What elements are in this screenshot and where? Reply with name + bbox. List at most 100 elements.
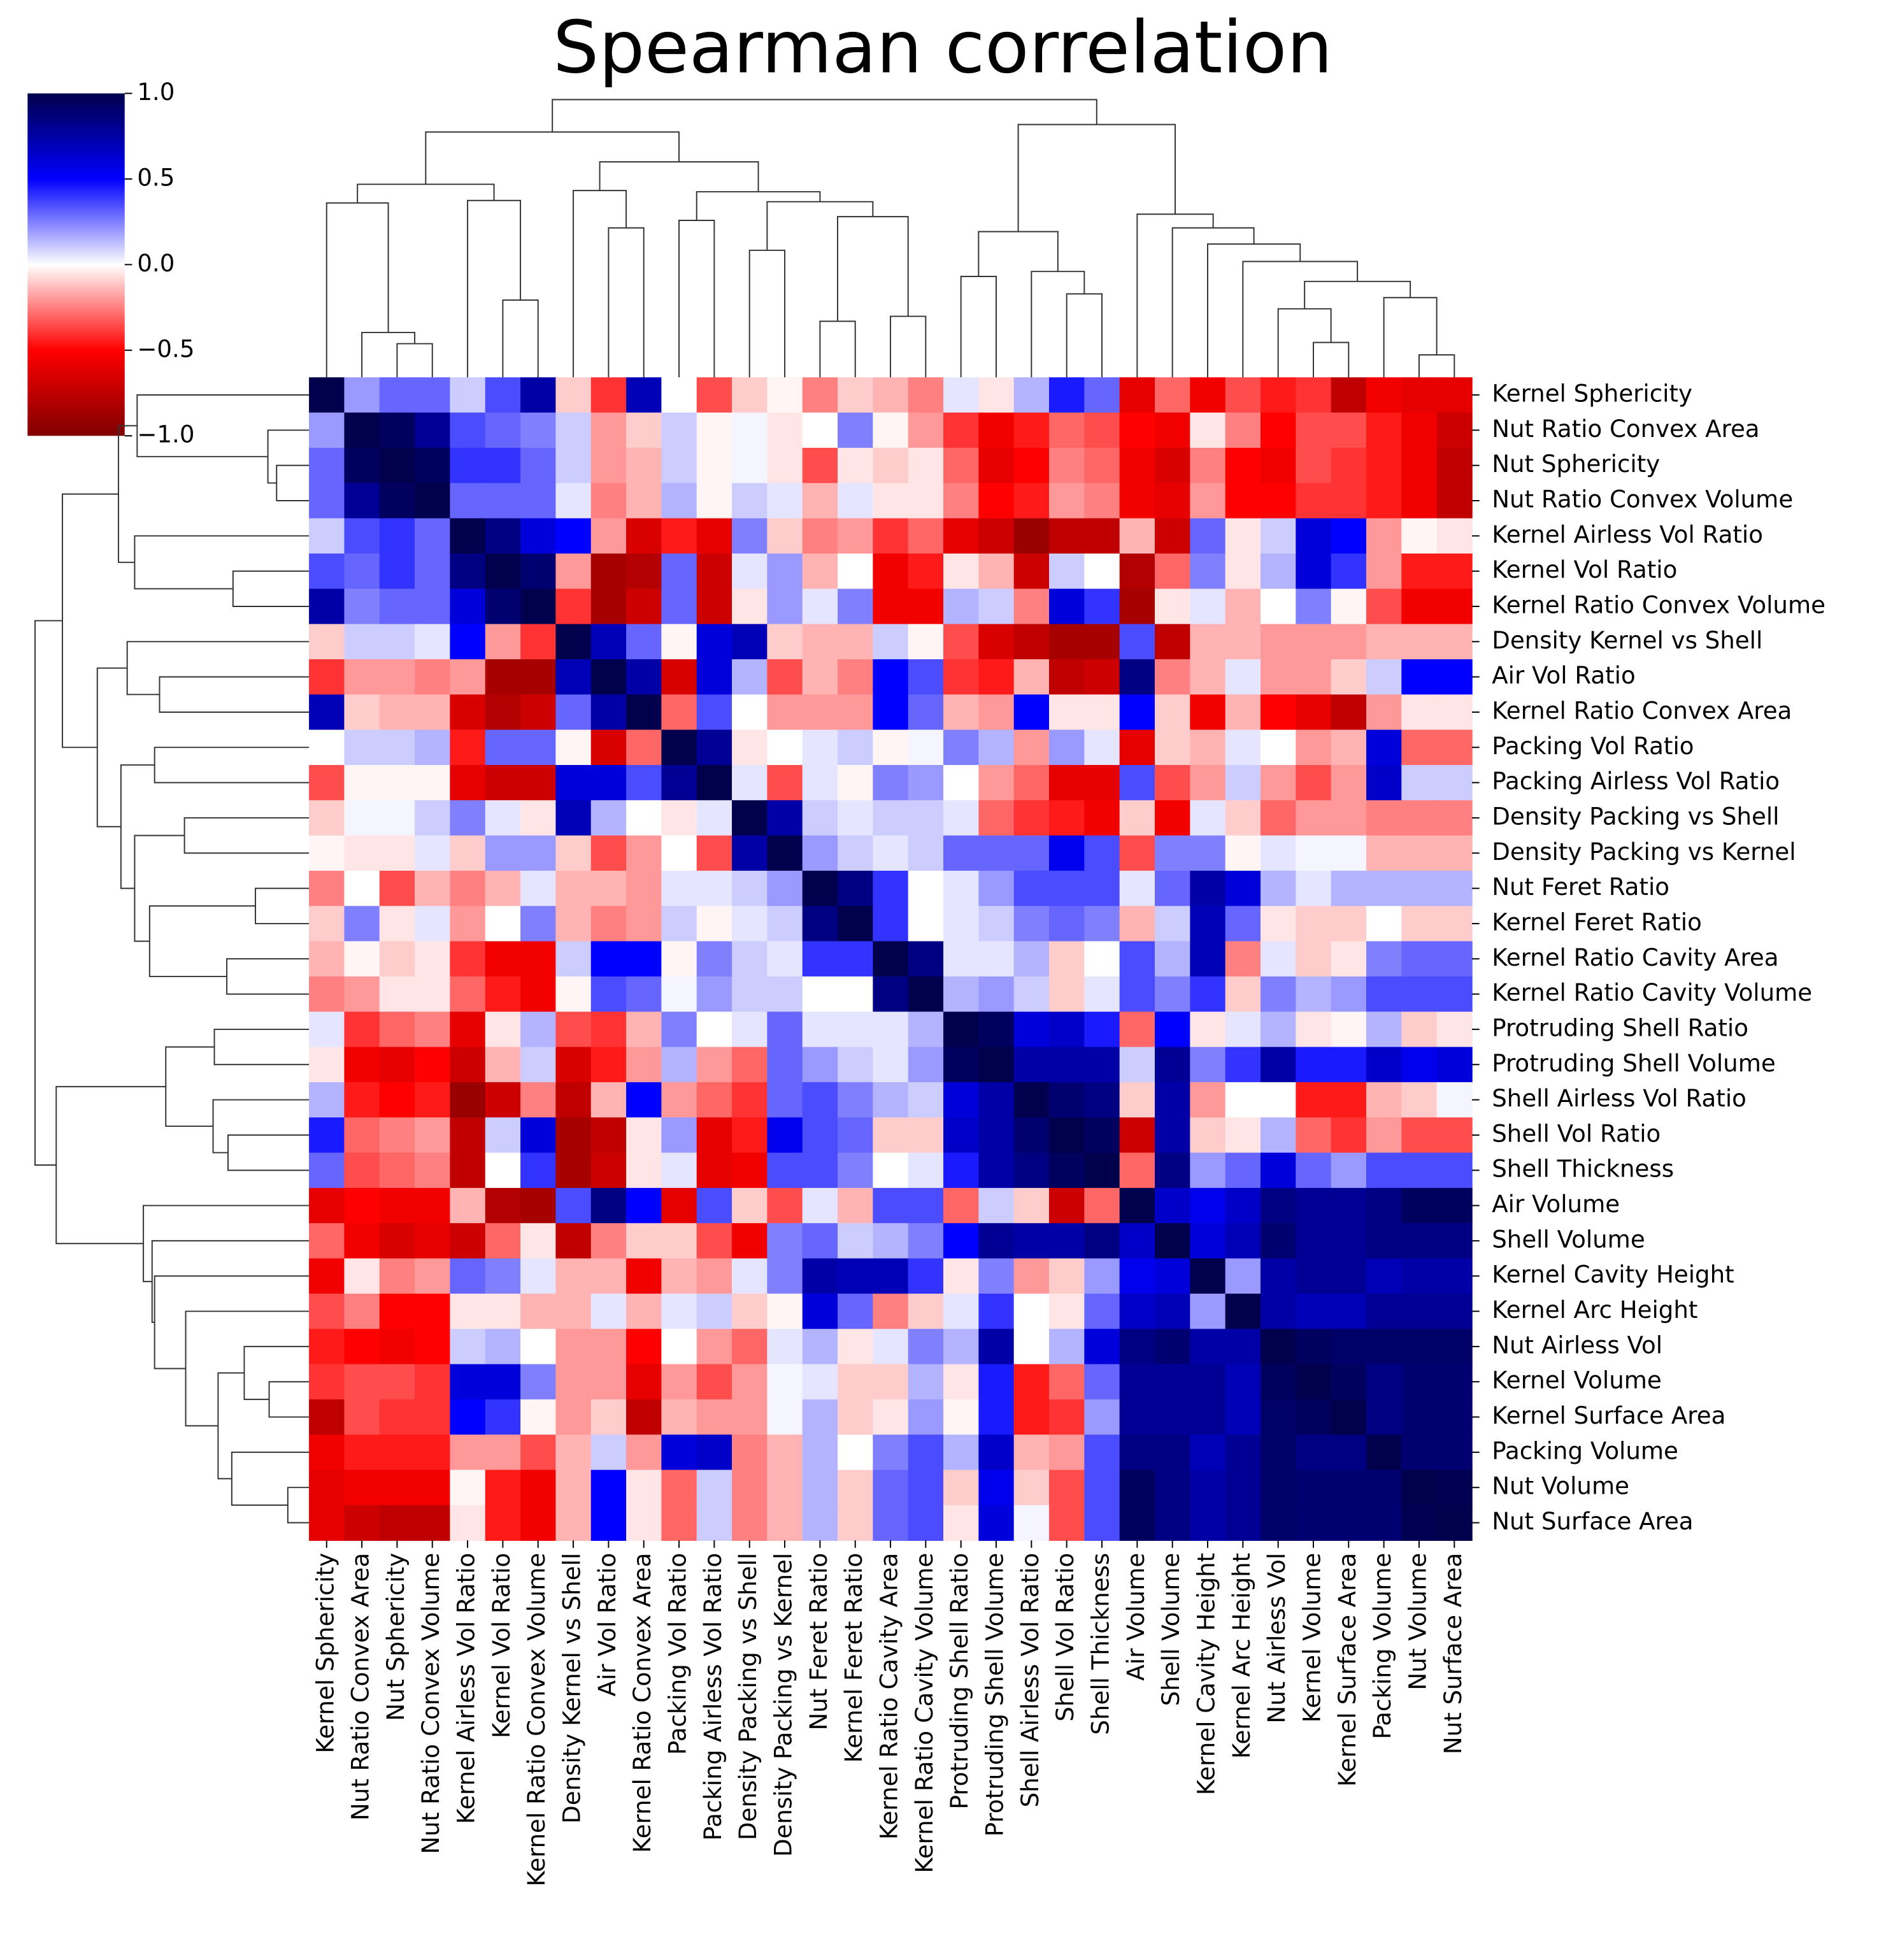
heatmap-cell <box>450 1047 486 1083</box>
heatmap-cell <box>1401 1152 1438 1189</box>
heatmap-cell <box>1049 764 1085 801</box>
heatmap-cell <box>732 1434 768 1471</box>
heatmap-cell <box>1119 377 1155 413</box>
heatmap-cell <box>1225 589 1261 625</box>
column-label: Packing Airless Vol Ratio <box>699 1553 727 1841</box>
heatmap-cell <box>1013 764 1050 801</box>
heatmap-cell <box>1084 1399 1120 1435</box>
heatmap-cell <box>1155 377 1191 413</box>
heatmap-cell <box>1155 483 1191 519</box>
heatmap-cell <box>1013 1082 1050 1119</box>
heatmap-cell <box>838 624 874 660</box>
heatmap-cell <box>1260 800 1297 836</box>
heatmap-cell <box>1260 377 1297 413</box>
heatmap-cell <box>415 1082 451 1119</box>
heatmap-cell <box>1366 1505 1403 1541</box>
heatmap-cell <box>838 1223 874 1259</box>
heatmap-cell <box>379 447 415 484</box>
heatmap-cell <box>590 518 627 554</box>
heatmap-cell <box>1296 1152 1332 1189</box>
row-label: Kernel Feret Ratio <box>1492 908 1702 936</box>
heatmap-cell <box>696 800 732 836</box>
heatmap-cell <box>802 1152 838 1189</box>
heatmap-cell <box>908 1293 944 1330</box>
heatmap-cell <box>379 589 415 625</box>
heatmap-cell <box>344 1047 380 1083</box>
heatmap-cell <box>978 1117 1015 1154</box>
heatmap-cell <box>943 624 980 660</box>
heatmap-cell <box>696 835 732 871</box>
heatmap-cell <box>908 976 944 1013</box>
heatmap-cell <box>626 729 662 766</box>
column-label: Kernel Feret Ratio <box>840 1553 868 1763</box>
heatmap-cell <box>1119 553 1155 590</box>
heatmap-cell <box>1190 1012 1226 1048</box>
heatmap-cell <box>802 659 838 696</box>
heatmap-cell <box>1013 1505 1050 1541</box>
heatmap-cell <box>767 1047 803 1083</box>
heatmap-cell <box>590 589 627 625</box>
heatmap-cell <box>1049 1082 1085 1119</box>
heatmap-cell <box>309 835 345 871</box>
heatmap-cell <box>1436 412 1473 448</box>
heatmap-cell <box>1225 483 1261 519</box>
heatmap-cell <box>1119 906 1155 942</box>
column-label: Kernel Sphericity <box>311 1553 339 1754</box>
heatmap-cell <box>1436 870 1473 907</box>
heatmap-cell <box>1296 1082 1332 1119</box>
heatmap-cell <box>555 800 592 836</box>
heatmap-cell <box>943 729 980 766</box>
heatmap-cell <box>978 553 1015 590</box>
heatmap-cell <box>943 1047 980 1083</box>
heatmap-cell <box>978 518 1015 554</box>
heatmap-cell <box>1155 800 1191 836</box>
heatmap-cell <box>943 694 980 731</box>
heatmap-cell <box>908 1434 944 1471</box>
heatmap-cell <box>1084 1012 1120 1048</box>
heatmap-cell <box>450 906 486 942</box>
heatmap-cell <box>1049 800 1085 836</box>
dendrogram <box>34 394 310 1524</box>
heatmap-cell <box>1225 1329 1261 1365</box>
heatmap-cell <box>1013 1364 1050 1400</box>
heatmap-cell <box>309 1258 345 1294</box>
heatmap-cell <box>661 1187 697 1224</box>
heatmap-cell <box>1225 659 1261 696</box>
heatmap-cell <box>838 553 874 590</box>
heatmap-cell <box>309 589 345 625</box>
heatmap-cell <box>943 1082 980 1119</box>
heatmap-cell <box>661 377 697 413</box>
heatmap-cell <box>1436 447 1473 484</box>
heatmap-cell <box>732 906 768 942</box>
heatmap-cell <box>1049 589 1085 625</box>
heatmap-cell <box>1401 1364 1438 1400</box>
heatmap-cell <box>1260 976 1297 1013</box>
heatmap-cell <box>1401 906 1438 942</box>
heatmap-cell <box>802 483 838 519</box>
heatmap-cell <box>1155 729 1191 766</box>
heatmap-cell <box>1225 729 1261 766</box>
heatmap-cell <box>1331 1505 1367 1541</box>
heatmap-cell <box>908 800 944 836</box>
heatmap-cell <box>696 589 732 625</box>
heatmap-cell <box>696 1364 732 1400</box>
heatmap-cell <box>908 870 944 907</box>
heatmap-cell <box>520 412 557 448</box>
heatmap-cell <box>767 1293 803 1330</box>
heatmap-cell <box>661 659 697 696</box>
heatmap-cell <box>838 377 874 413</box>
heatmap-cell <box>661 1152 697 1189</box>
heatmap-cell <box>555 1258 592 1294</box>
heatmap-cell <box>590 729 627 766</box>
heatmap-cell <box>1155 659 1191 696</box>
row-label: Nut Sphericity <box>1492 450 1660 478</box>
heatmap-cell <box>1084 1470 1120 1506</box>
heatmap-cell <box>450 1223 486 1259</box>
row-label: Shell Vol Ratio <box>1492 1120 1661 1147</box>
heatmap-cell <box>1013 377 1050 413</box>
row-label: Kernel Sphericity <box>1492 380 1692 407</box>
heatmap-cell <box>978 1258 1015 1294</box>
heatmap-cell <box>450 835 486 871</box>
heatmap-cell <box>873 624 909 660</box>
